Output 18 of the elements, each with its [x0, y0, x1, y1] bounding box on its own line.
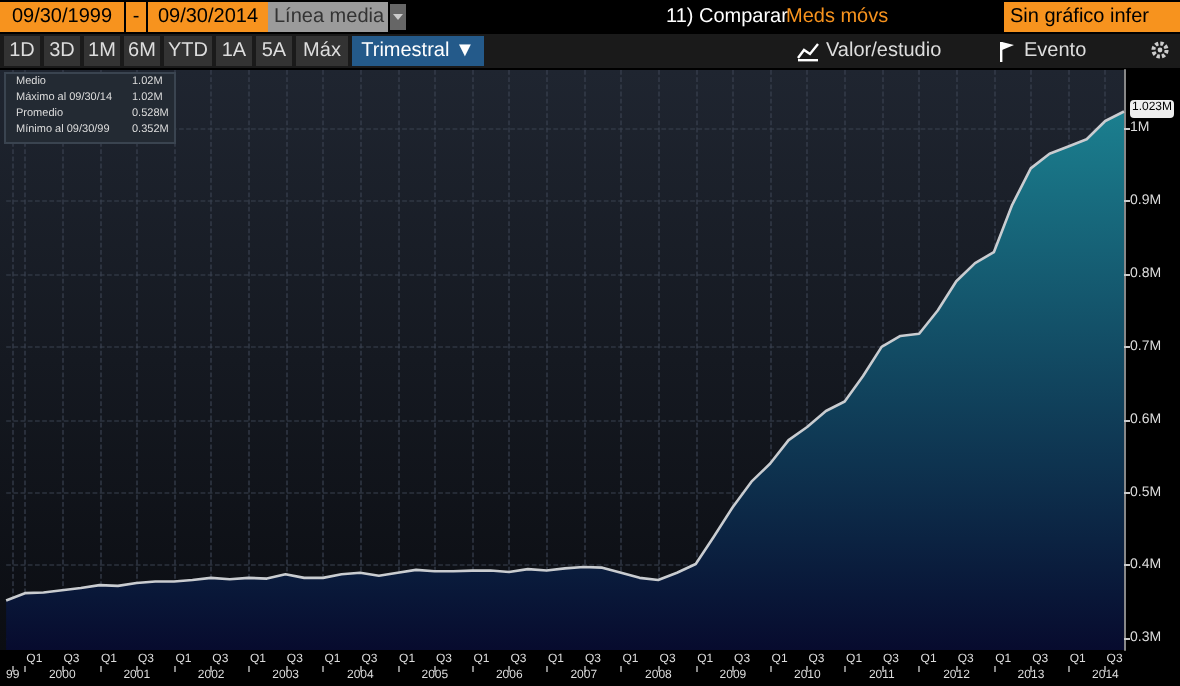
text: Valor/estudio: [826, 38, 942, 66]
text: YTD: [164, 36, 212, 66]
text: 1A: [216, 36, 252, 66]
text: Sin gráfico infer: [1004, 2, 1180, 32]
text: 3D: [44, 36, 80, 66]
text: 09/30/1999: [0, 2, 124, 32]
text: Máx: [296, 36, 348, 66]
text: 1M: [84, 36, 120, 66]
text: 11) Comparar: [666, 4, 788, 32]
text: Trimestral ▼: [352, 36, 484, 66]
text: 09/30/2014: [148, 2, 268, 32]
text: -: [126, 2, 146, 32]
text: 1D: [4, 36, 40, 66]
text: Evento: [1024, 38, 1087, 66]
text: 6M: [124, 36, 160, 66]
text: 5A: [256, 36, 292, 66]
text: Meds móvs: [786, 4, 889, 32]
text: Línea media: [268, 2, 388, 32]
